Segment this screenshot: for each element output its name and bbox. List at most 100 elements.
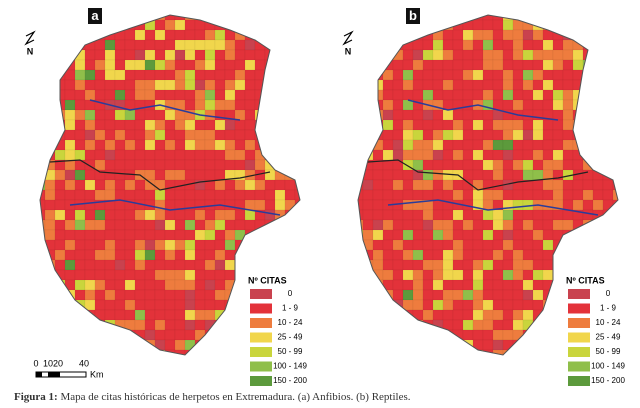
grid-cell xyxy=(74,29,86,41)
grid-cell xyxy=(74,189,86,201)
grid-cell xyxy=(362,179,374,191)
grid-cell xyxy=(284,29,296,41)
grid-cell xyxy=(214,349,226,355)
grid-cell xyxy=(64,179,76,191)
grid-cell xyxy=(84,219,96,231)
grid-cell xyxy=(114,279,126,291)
grid-cell xyxy=(462,79,474,91)
grid-cell xyxy=(452,189,464,201)
grid-cell xyxy=(612,99,618,111)
region-outline xyxy=(39,14,301,356)
grid-cell xyxy=(64,269,76,281)
grid-cell xyxy=(174,209,186,221)
grid-cell xyxy=(462,319,474,331)
grid-cell xyxy=(214,15,226,21)
grid-cell xyxy=(532,319,544,331)
grid-cell xyxy=(532,219,544,231)
grid-cell xyxy=(124,229,136,241)
grid-cell xyxy=(432,289,444,301)
grid-cell xyxy=(74,309,86,321)
grid-cell xyxy=(204,249,216,261)
grid-cell xyxy=(382,229,394,241)
grid-cell xyxy=(104,39,116,51)
grid-cell xyxy=(532,149,544,161)
grid-cell xyxy=(492,319,504,331)
grid-cell xyxy=(114,209,126,221)
grid-cell xyxy=(382,209,394,221)
grid-cell xyxy=(144,249,156,261)
grid-cell xyxy=(234,319,246,331)
grid-cell xyxy=(422,89,434,101)
grid-cell xyxy=(532,259,544,271)
grid-cell xyxy=(432,299,444,311)
grid-cell xyxy=(492,159,504,171)
grid-cell xyxy=(194,309,206,321)
grid-cell xyxy=(358,169,364,181)
grid-cell xyxy=(254,229,266,241)
grid-cell xyxy=(274,129,286,141)
grid-cell xyxy=(44,69,56,81)
grid-cell xyxy=(562,159,574,171)
grid-cell xyxy=(284,99,296,111)
grid-cell xyxy=(362,349,374,355)
grid-cell xyxy=(224,259,236,271)
grid-cell xyxy=(224,129,236,141)
panel-label: b xyxy=(409,8,417,23)
grid-cell xyxy=(472,279,484,291)
scale-unit: Km xyxy=(90,369,104,379)
grid-cell xyxy=(362,79,374,91)
grid-cell xyxy=(194,129,206,141)
grid-cell xyxy=(224,329,236,341)
river xyxy=(69,199,281,216)
grid-cell xyxy=(284,239,296,251)
grid-cell xyxy=(234,349,246,355)
grid-cell xyxy=(482,299,494,311)
grid-cell xyxy=(542,319,554,331)
grid-cell xyxy=(184,259,196,271)
grid-cell xyxy=(512,69,524,81)
grid-cell xyxy=(542,159,554,171)
grid-cell xyxy=(592,159,604,171)
grid-cell xyxy=(204,219,216,231)
grid-cell xyxy=(412,259,424,271)
grid-cell xyxy=(562,99,574,111)
grid-cell xyxy=(94,289,106,301)
grid-cell xyxy=(274,249,286,261)
grid-cell xyxy=(294,19,300,31)
grid-cell xyxy=(462,219,474,231)
grid-cell xyxy=(382,269,394,281)
grid-cell xyxy=(44,189,56,201)
grid-cell xyxy=(294,109,300,121)
grid-cell xyxy=(144,169,156,181)
grid-cell xyxy=(502,29,514,41)
grid-cell xyxy=(358,19,364,31)
grid-cell xyxy=(144,209,156,221)
grid-cell xyxy=(452,259,464,271)
grid-cell xyxy=(552,269,564,281)
grid-cell xyxy=(542,69,554,81)
grid-cell xyxy=(224,159,236,171)
grid-cell xyxy=(512,119,524,131)
grid-cell xyxy=(372,49,384,61)
grid-cell xyxy=(532,119,544,131)
grid-cell xyxy=(274,159,286,171)
grid-cell xyxy=(164,219,176,231)
grid-cell xyxy=(134,109,146,121)
grid-cell xyxy=(124,189,136,201)
grid-cell xyxy=(512,329,524,341)
grid-cell xyxy=(412,69,424,81)
grid-cell xyxy=(372,239,384,251)
grid-cell xyxy=(362,289,374,301)
grid-cell xyxy=(154,209,166,221)
grid-cell xyxy=(124,269,136,281)
grid-cell xyxy=(164,209,176,221)
grid-cell xyxy=(254,239,266,251)
grid-cell xyxy=(442,239,454,251)
grid-cell xyxy=(40,59,46,71)
grid-cell xyxy=(552,89,564,101)
grid-cell xyxy=(154,149,166,161)
grid-cell xyxy=(452,139,464,151)
grid-cell xyxy=(234,269,246,281)
grid-cell xyxy=(512,249,524,261)
grid-cell xyxy=(422,209,434,221)
